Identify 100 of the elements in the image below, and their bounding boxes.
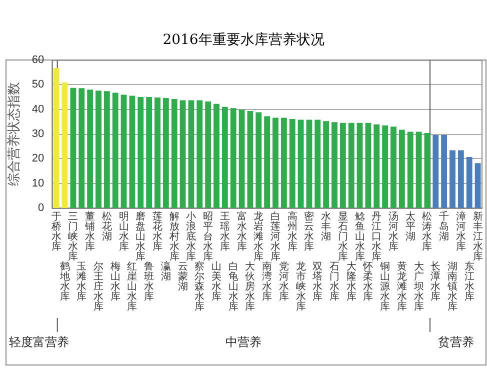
chart-title: 2016年重要水库营养状况 xyxy=(162,32,324,48)
x-tick-label: 大伙房水库 xyxy=(245,260,256,312)
y-tick-label: 10 xyxy=(32,177,44,190)
bar xyxy=(214,104,220,208)
bar xyxy=(196,100,203,208)
bar xyxy=(407,132,414,208)
y-tick-label: 0 xyxy=(38,202,44,214)
bar xyxy=(162,98,169,208)
bar xyxy=(280,118,287,208)
bar xyxy=(458,150,464,208)
bar xyxy=(356,122,363,208)
bar xyxy=(416,132,422,208)
bar xyxy=(180,100,186,208)
x-tick-label: 松涛水库 xyxy=(422,210,432,252)
bar xyxy=(340,122,346,208)
bar xyxy=(188,100,194,208)
text: 贫营养 xyxy=(438,335,474,349)
bar xyxy=(129,96,136,208)
x-tick-label: 大广坝水库 xyxy=(412,260,424,312)
x-tick-label: 鲶鱼山水库 xyxy=(354,212,365,262)
bar xyxy=(474,163,481,208)
bar xyxy=(171,98,178,208)
x-tick-label: 三门峡水库 xyxy=(68,212,78,262)
x-tick-label: 于桥水库 xyxy=(50,212,62,252)
bar xyxy=(146,97,152,208)
x-tick-label: 富水水库 xyxy=(236,210,247,252)
x-tick-label: 董铺水库 xyxy=(84,210,96,252)
y-axis-title: 综合营养状态指数 xyxy=(6,82,22,186)
bar xyxy=(154,97,160,208)
x-tick-label: 鹤地水库 xyxy=(58,260,70,302)
x-tick-label: 察尔森水库 xyxy=(194,260,205,312)
x-tick-label: 丹江口水库 xyxy=(372,212,382,262)
bar xyxy=(70,88,76,208)
text: 轻度富营养 xyxy=(9,335,69,349)
x-tick-label: 山美水库 xyxy=(211,260,222,302)
bar xyxy=(96,90,102,208)
y-tick-label: 20 xyxy=(32,152,44,165)
bar xyxy=(289,118,296,208)
bar xyxy=(238,110,245,208)
x-tick-label: 湖南镇水库 xyxy=(446,260,458,312)
x-tick-label: 磨盘山水库 xyxy=(136,210,146,262)
x-tick-label: 鲁班水库 xyxy=(144,260,154,302)
x-tick-label: 尔王庄水库 xyxy=(93,260,104,312)
x-tick-label: 双塔水库 xyxy=(312,262,323,302)
x-tick-label: 明山水库 xyxy=(118,212,129,252)
bar xyxy=(441,134,448,208)
x-tick-label: 白龟山水库 xyxy=(228,260,238,312)
x-tick-label: 漳河水库 xyxy=(456,210,466,252)
x-tick-label: 南湾水库 xyxy=(262,260,272,302)
x-tick-label: 昭平台水库 xyxy=(203,212,214,262)
x-tick-label: 千岛湖 xyxy=(439,210,450,242)
x-tick-label: 怀柔水库 xyxy=(362,260,374,302)
bar xyxy=(138,97,144,208)
x-tick-label: 白莲河水库 xyxy=(270,210,280,262)
bar xyxy=(256,112,262,208)
bar xyxy=(466,156,472,208)
bar xyxy=(298,120,304,208)
bar xyxy=(272,118,278,208)
x-tick-label: 党河水库 xyxy=(278,260,289,302)
x-tick-label: 东江水库 xyxy=(464,260,474,302)
x-tick-label: 密云水库 xyxy=(304,210,314,252)
x-tick-label: 松花湖 xyxy=(102,210,112,242)
x-tick-label: 大隆水库 xyxy=(346,260,356,302)
x-tick-label: 太平湖 xyxy=(405,210,416,242)
bar xyxy=(390,126,396,208)
text: 中营养 xyxy=(226,335,262,349)
x-tick-label: 水丰湖 xyxy=(321,210,332,242)
x-tick-label: 长潭水库 xyxy=(430,260,441,302)
bar xyxy=(306,120,312,208)
bar xyxy=(332,122,338,208)
bar xyxy=(264,116,270,208)
bar xyxy=(222,106,228,208)
bar xyxy=(78,88,85,208)
y-tick-label: 40 xyxy=(32,103,44,116)
x-tick-label: 王瑶水库 xyxy=(220,212,230,252)
x-tick-label: 新丰江水库 xyxy=(472,210,483,262)
bar xyxy=(112,92,118,208)
bar xyxy=(104,91,110,208)
bar xyxy=(374,124,380,208)
x-tick-label: 瀛湖 xyxy=(160,260,171,282)
x-tick-label: 龙市峡水库 xyxy=(296,260,306,312)
bar xyxy=(87,90,94,208)
x-tick-label: 黄龙滩水库 xyxy=(396,260,407,312)
bar xyxy=(314,120,321,208)
bar xyxy=(230,108,236,208)
x-tick-label: 玉滩水库 xyxy=(76,262,87,302)
x-tick-label: 解放村水库 xyxy=(168,212,180,262)
bar xyxy=(348,122,354,208)
x-tick-label: 红崖山水库 xyxy=(127,260,138,312)
x-tick-label: 莲花水库 xyxy=(152,210,162,252)
bar xyxy=(382,125,388,208)
bar xyxy=(450,150,456,208)
x-tick-label: 云蒙湖 xyxy=(178,262,188,292)
x-tick-label: 石门水库 xyxy=(329,262,340,302)
bar xyxy=(398,130,405,208)
bar xyxy=(62,82,68,208)
y-tick-label: 50 xyxy=(32,78,44,91)
x-tick-label: 汤河水库 xyxy=(388,210,398,252)
bar xyxy=(120,94,127,208)
x-tick-label: 高州水库 xyxy=(287,210,298,252)
